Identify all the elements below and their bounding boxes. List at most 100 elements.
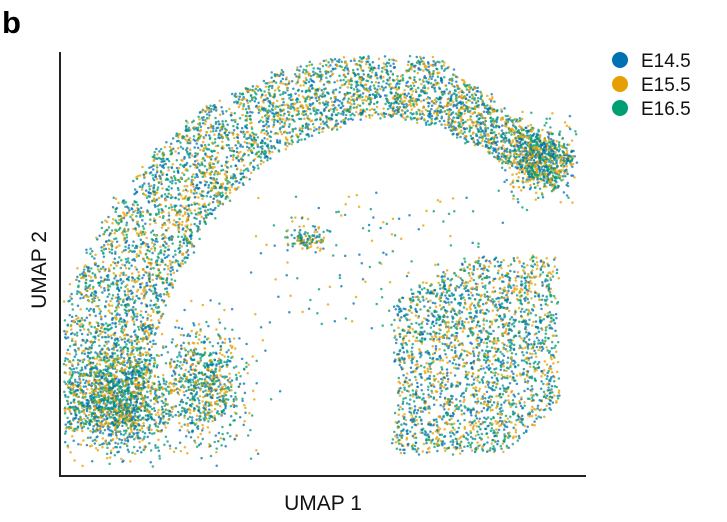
scatter-point	[132, 285, 135, 288]
scatter-point	[232, 155, 235, 159]
scatter-point	[495, 109, 499, 113]
scatter-point	[400, 97, 403, 101]
scatter-point	[161, 216, 165, 220]
scatter-point	[339, 79, 342, 82]
scatter-point	[481, 139, 484, 143]
scatter-point	[188, 156, 191, 159]
scatter-point	[324, 63, 328, 67]
scatter-point	[178, 244, 182, 247]
scatter-point	[300, 90, 304, 93]
scatter-point	[245, 111, 249, 114]
scatter-point	[149, 324, 152, 327]
scatter-point	[256, 89, 260, 92]
scatter-point	[63, 390, 66, 394]
scatter-point	[75, 322, 79, 325]
scatter-point	[335, 119, 338, 122]
scatter-point	[284, 147, 288, 151]
scatter-point	[127, 246, 130, 250]
scatter-point	[561, 175, 565, 178]
scatter-point	[457, 124, 460, 128]
scatter-point	[412, 112, 415, 115]
scatter-point	[422, 69, 425, 72]
scatter-point	[312, 70, 315, 74]
scatter-point	[379, 117, 382, 120]
scatter-point	[446, 108, 449, 112]
scatter-point	[107, 288, 110, 291]
scatter-point	[452, 116, 455, 119]
scatter-point	[409, 87, 413, 91]
scatter-point	[128, 298, 132, 301]
scatter-point	[256, 136, 260, 139]
scatter-point	[563, 172, 566, 175]
scatter-point	[151, 292, 155, 296]
scatter-point	[179, 163, 182, 166]
scatter-point	[207, 203, 210, 207]
scatter-point	[296, 81, 299, 84]
scatter-point	[234, 144, 237, 147]
scatter-point	[356, 68, 359, 71]
scatter-point	[107, 303, 111, 306]
scatter-point	[340, 120, 343, 123]
scatter-point	[468, 90, 471, 94]
scatter-point	[196, 129, 200, 132]
scatter-point	[155, 277, 158, 280]
scatter-point	[203, 143, 207, 147]
scatter-point	[457, 91, 461, 94]
scatter-point	[309, 104, 312, 107]
scatter-point	[232, 172, 235, 176]
scatter-point	[298, 117, 301, 121]
scatter-point	[133, 200, 136, 203]
scatter-point	[70, 339, 74, 343]
scatter-point	[123, 321, 126, 324]
scatter-point	[75, 292, 79, 296]
scatter-point	[274, 81, 278, 84]
scatter-point	[72, 319, 76, 323]
scatter-point	[123, 264, 127, 267]
scatter-point	[267, 114, 271, 118]
scatter-point	[197, 196, 200, 199]
scatter-point	[334, 88, 338, 91]
scatter-point	[486, 108, 490, 112]
scatter-point	[296, 140, 299, 144]
scatter-point	[185, 218, 189, 221]
scatter-point	[76, 304, 80, 307]
scatter-point	[260, 107, 264, 111]
scatter-point	[116, 349, 119, 352]
scatter-point	[314, 110, 318, 114]
scatter-point	[125, 297, 128, 301]
scatter-point	[155, 171, 159, 174]
scatter-point	[164, 304, 167, 307]
scatter-point	[385, 97, 388, 100]
scatter-point	[225, 188, 228, 192]
scatter-point	[208, 162, 211, 166]
scatter-point	[120, 220, 123, 223]
scatter-point	[208, 134, 211, 137]
scatter-point	[186, 227, 190, 231]
scatter-point	[410, 93, 414, 96]
scatter-point	[264, 98, 267, 102]
scatter-point	[83, 272, 87, 275]
scatter-point	[104, 322, 108, 325]
scatter-point	[288, 123, 291, 126]
scatter-point	[207, 126, 210, 130]
scatter-point	[155, 163, 159, 167]
scatter-point	[209, 181, 213, 185]
scatter-point	[370, 66, 373, 69]
scatter-point	[131, 272, 134, 275]
scatter-point	[157, 305, 161, 309]
scatter-point	[443, 69, 446, 72]
scatter-point	[172, 175, 176, 178]
scatter-point	[280, 68, 284, 72]
scatter-point	[148, 280, 152, 283]
scatter-point	[455, 80, 458, 84]
scatter-point	[99, 315, 103, 318]
scatter-point	[126, 347, 130, 351]
scatter-point	[335, 64, 339, 67]
scatter-point	[146, 265, 149, 269]
scatter-point	[455, 136, 459, 139]
scatter-point	[246, 149, 250, 152]
scatter-point	[207, 184, 211, 187]
scatter-point	[344, 75, 347, 79]
scatter-point	[252, 168, 256, 172]
scatter-point	[404, 118, 407, 121]
